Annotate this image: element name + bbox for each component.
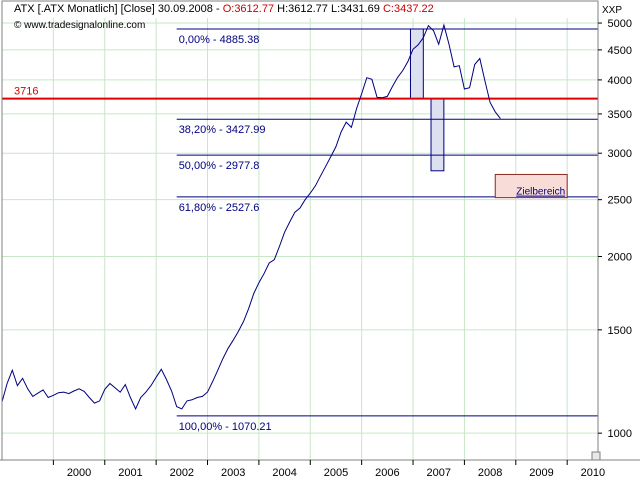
fib-level-label: 38,20% - 3427.99 — [179, 124, 266, 136]
website-credit: © www.tradesignalonline.com — [14, 20, 146, 31]
open-value: O:3612.77 — [222, 3, 275, 15]
corner-label: XXP — [602, 5, 622, 16]
y-tick-label: 1500 — [608, 325, 632, 337]
target-zone-label: Zielbereich — [516, 187, 565, 198]
x-tick-label: 2000 — [67, 467, 91, 479]
x-tick-label: 2009 — [529, 467, 553, 479]
x-tick-label: 2005 — [324, 467, 348, 479]
fibonacci-levels: 0,00% - 4885.38 38,20% - 3427.99 50,00% - … — [2, 28, 598, 433]
chart-header: ATX [.ATX Monatlich] [Close] 30.09.2008 … — [14, 3, 434, 15]
fib-level-label: 61,80% - 2527.6 — [179, 202, 260, 214]
price-series — [1, 23, 501, 411]
x-tick-label: 2002 — [170, 467, 194, 479]
fib-level-label: 100,00% - 1070.21 — [179, 421, 272, 433]
x-tick-label: 2006 — [375, 467, 399, 479]
measure-bar — [409, 28, 424, 100]
grid — [2, 18, 598, 460]
fib-level-label: 0,00% - 4885.38 — [179, 34, 260, 46]
y-tick-label: 4500 — [608, 45, 632, 57]
instrument-label: ATX [.ATX Monatlich] [Close] 30.09.2008 … — [14, 3, 223, 15]
measure-bar — [430, 98, 445, 172]
y-tick-label: 3000 — [608, 148, 632, 160]
y-tick-label: 4000 — [608, 75, 632, 87]
target-zone-box — [494, 173, 568, 199]
y-tick-label: 2500 — [608, 195, 632, 207]
y-tick-label: 2000 — [608, 252, 632, 264]
x-tick-label: 2003 — [221, 467, 245, 479]
corner-resize-handle — [591, 451, 601, 461]
close-value: C:3437.22 — [382, 3, 434, 15]
low-value: L:3431.69 — [330, 3, 380, 15]
y-tick-label: 5000 — [608, 18, 632, 30]
high-value: H:3612.77 — [277, 3, 328, 15]
support-label: 3716 — [14, 86, 38, 98]
x-tick-label: 2010 — [581, 467, 605, 479]
y-tick-label: 3500 — [608, 109, 632, 121]
y-tick-label: 1000 — [608, 428, 632, 440]
x-tick-label: 2007 — [426, 467, 450, 479]
fib-level-label: 50,00% - 2977.8 — [179, 160, 260, 172]
x-tick-label: 2001 — [118, 467, 142, 479]
price-line — [1, 23, 501, 411]
x-tick-label: 2008 — [478, 467, 502, 479]
x-tick-label: 2004 — [272, 467, 296, 479]
